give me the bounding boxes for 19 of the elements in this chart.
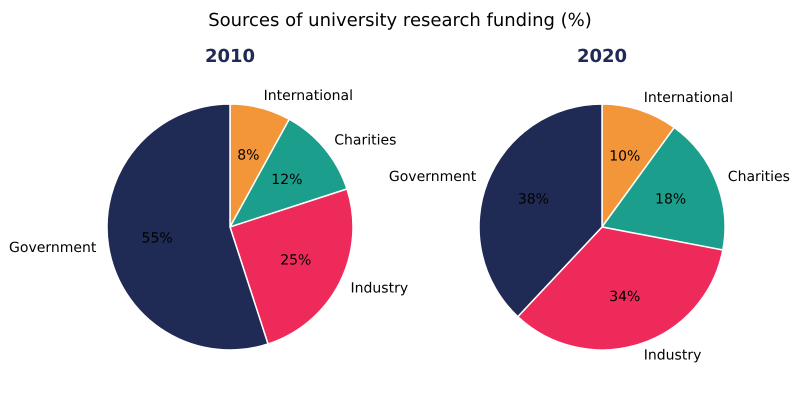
data-label: 10% — [609, 148, 640, 165]
slice-label: Industry — [350, 280, 408, 296]
slice-label: Government — [388, 169, 477, 186]
chart-title: 2020 — [576, 46, 628, 67]
slice-label: Charities — [728, 169, 790, 186]
data-label: 34% — [609, 289, 640, 306]
data-label: 8% — [237, 147, 260, 164]
data-label: 55% — [142, 230, 173, 246]
slice-label: Government — [9, 240, 97, 256]
slice-label: Industry — [644, 348, 702, 364]
chart-title: 2010 — [204, 46, 256, 67]
slice-label: International — [264, 88, 354, 104]
slice-label: Charities — [334, 132, 396, 149]
data-label: 18% — [655, 192, 686, 208]
data-label: 38% — [518, 192, 549, 208]
data-label: 25% — [280, 252, 312, 268]
slice-label: International — [644, 90, 734, 106]
data-label: 12% — [271, 172, 302, 188]
text: Sources of university research funding (%) — [208, 10, 592, 31]
